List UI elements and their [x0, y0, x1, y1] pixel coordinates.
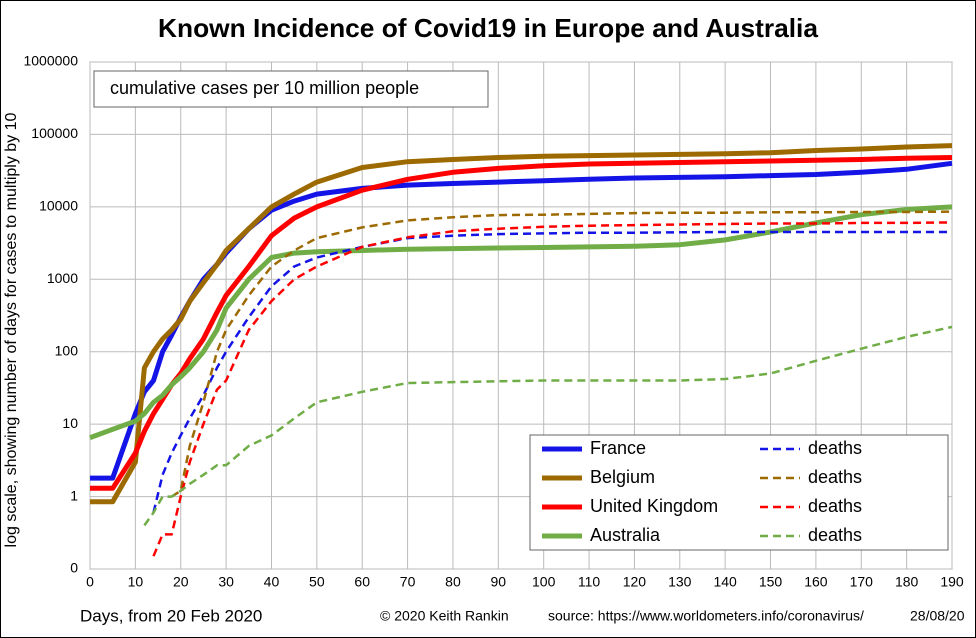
y-axis-label: log scale, showing number of days for ca… — [3, 112, 20, 547]
x-tick-label: 50 — [309, 574, 325, 590]
x-tick-label: 10 — [128, 574, 144, 590]
series-line — [90, 143, 953, 505]
legend-label: France — [590, 438, 646, 458]
chart-title: Known Incidence of Covid19 in Europe and… — [158, 13, 819, 43]
series-line — [89, 204, 953, 441]
x-tick-label: 30 — [218, 574, 234, 590]
y-tick-label: 100 — [55, 342, 79, 358]
legend-box — [529, 434, 949, 551]
series-line — [143, 325, 953, 527]
x-tick-label: 150 — [759, 574, 783, 590]
y-tick-label: 1000000 — [23, 53, 78, 69]
annotation: cumulative cases per 10 million people — [110, 78, 419, 98]
legend-label: deaths — [808, 438, 862, 458]
legend-label: deaths — [808, 525, 862, 545]
x-tick-label: 80 — [445, 574, 461, 590]
series-line — [171, 210, 953, 498]
series-line — [90, 155, 953, 491]
x-tick-label: 20 — [173, 574, 189, 590]
y-tick-label: 10000 — [39, 198, 78, 214]
source: source: https://www.worldometers.info/co… — [548, 608, 864, 624]
legend-label: United Kingdom — [590, 496, 718, 516]
x-tick-label: 120 — [623, 574, 647, 590]
x-tick-label: 90 — [491, 574, 507, 590]
credit: © 2020 Keith Rankin — [380, 608, 509, 624]
series-line — [152, 221, 953, 557]
legend-label: Australia — [590, 525, 661, 545]
y-tick-label: 1000 — [47, 270, 78, 286]
x-tick-label: 100 — [532, 574, 556, 590]
y-tick-label: 100000 — [31, 125, 78, 141]
legend-label: deaths — [808, 496, 862, 516]
x-tick-label: 130 — [668, 574, 692, 590]
legend-label: Belgium — [590, 467, 655, 487]
x-tick-label: 160 — [804, 574, 828, 590]
series-line — [90, 160, 953, 481]
x-tick-label: 60 — [354, 574, 370, 590]
x-tick-label: 170 — [850, 574, 874, 590]
y-tick-label: 1 — [70, 487, 78, 503]
y-tick-label: 0 — [70, 560, 78, 576]
x-tick-label: 110 — [578, 574, 601, 590]
y-tick-label: 10 — [62, 415, 78, 431]
date: 28/08/20 — [910, 608, 965, 624]
x-tick-label: 190 — [940, 574, 964, 590]
legend-label: deaths — [808, 467, 862, 487]
x-tick-label: 180 — [895, 574, 919, 590]
x-tick-label: 0 — [86, 574, 94, 590]
annotation-box — [93, 70, 489, 108]
x-axis-label: Days, from 20 Feb 2020 — [80, 606, 262, 625]
x-tick-label: 140 — [713, 574, 737, 590]
x-tick-label: 40 — [264, 574, 280, 590]
x-tick-label: 70 — [400, 574, 416, 590]
